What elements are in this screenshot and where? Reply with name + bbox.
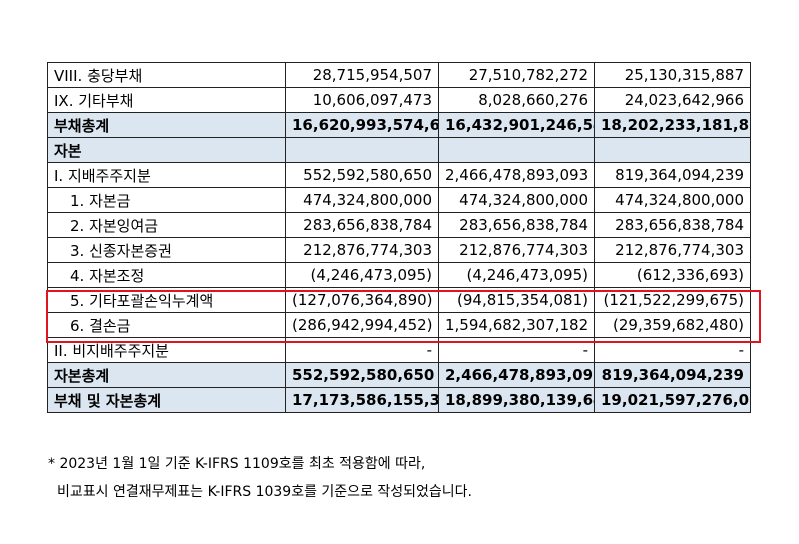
value-cell-col2: 18,899,380,139,642 <box>438 387 595 413</box>
value-cell-col2 <box>438 137 595 163</box>
row-label: 부채 및 자본총계 <box>47 387 286 413</box>
value-cell-col3: 819,364,094,239 <box>594 362 751 388</box>
row-label: 3. 신종자본증권 <box>47 237 286 263</box>
row-label: 2. 자본잉여금 <box>47 212 286 238</box>
value-cell-col2: 283,656,838,784 <box>438 212 595 238</box>
value-cell-col3: 24,023,642,966 <box>594 87 751 113</box>
table-row: 자본총계 552,592,580,650 2,466,478,893,093 819,… <box>47 362 751 388</box>
value-cell-col2: 474,324,800,000 <box>438 187 595 213</box>
table-row: 6. 결손금 (286,942,994,452) 1,594,682,307,182… <box>47 312 751 338</box>
footnote-line-1: * 2023년 1월 1일 기준 K-IFRS 1109호를 최초 적용함에 따… <box>48 456 426 472</box>
value-cell-col3: 18,202,233,181,816 <box>594 112 751 138</box>
value-cell-col3: (612,336,693) <box>594 262 751 288</box>
value-cell-col1: 552,592,580,650 <box>285 162 439 188</box>
value-cell-col1 <box>285 137 439 163</box>
row-label: 4. 자본조정 <box>47 262 286 288</box>
table-row: 4. 자본조정 (4,246,473,095) (4,246,473,095) (61… <box>47 262 751 288</box>
value-cell-col1: 17,173,586,155,349 <box>285 387 439 413</box>
value-cell-col3: 25,130,315,887 <box>594 62 751 88</box>
value-cell-col1: 28,715,954,507 <box>285 62 439 88</box>
row-label: 부채총계 <box>47 112 286 138</box>
row-label: 6. 결손금 <box>47 312 286 338</box>
table-row: VIII. 충당부채 28,715,954,507 27,510,782,272 25… <box>47 62 751 88</box>
value-cell-col1: 10,606,097,473 <box>285 87 439 113</box>
highlight-box <box>46 290 761 343</box>
value-cell-col3: 474,324,800,000 <box>594 187 751 213</box>
value-cell-col2: 2,466,478,893,093 <box>438 362 595 388</box>
value-cell-col2: 16,432,901,246,549 <box>438 112 595 138</box>
row-label: I. 지배주주지분 <box>47 162 286 188</box>
row-label: IX. 기타부채 <box>47 87 286 113</box>
value-cell-col2: (4,246,473,095) <box>438 262 595 288</box>
value-cell-col1: 212,876,774,303 <box>285 237 439 263</box>
value-cell-col1: 552,592,580,650 <box>285 362 439 388</box>
value-cell-col1: 474,324,800,000 <box>285 187 439 213</box>
value-cell-col1: (4,246,473,095) <box>285 262 439 288</box>
table-body: VIII. 충당부채 28,715,954,507 27,510,782,272 25… <box>47 62 751 413</box>
value-cell-col1: (286,942,994,452) <box>285 312 439 338</box>
value-cell-col1: 16,620,993,574,699 <box>285 112 439 138</box>
value-cell-col1: 283,656,838,784 <box>285 212 439 238</box>
table-row: 3. 신종자본증권 212,876,774,303 212,876,774,303 2… <box>47 237 751 263</box>
row-label: 자본총계 <box>47 362 286 388</box>
value-cell-col3: 212,876,774,303 <box>594 237 751 263</box>
value-cell-col2: 27,510,782,272 <box>438 62 595 88</box>
footnote-line-2: 비교표시 연결재무제표는 K-IFRS 1039호를 기준으로 작성되었습니다. <box>57 484 473 500</box>
value-cell-col2: 1,594,682,307,182 <box>438 312 595 338</box>
table-row: 부채총계16,620,993,574,69916,432,901,246,549… <box>47 112 751 138</box>
value-cell-col3 <box>594 137 751 163</box>
row-label: 1. 자본금 <box>47 187 286 213</box>
row-label: 자본 <box>47 137 286 163</box>
table-row: I. 지배주주지분 552,592,580,650 2,466,478,893,09… <box>47 162 751 188</box>
table-row: 자본 <box>47 137 751 163</box>
value-cell-col3: 819,364,094,239 <box>594 162 751 188</box>
value-cell-col2: 2,466,478,893,093 <box>438 162 595 188</box>
value-cell-col2: 8,028,660,276 <box>438 87 595 113</box>
table-row: 부채 및 자본총계17,173,586,155,34918,899,380,13… <box>47 387 751 413</box>
value-cell-col3: (29,359,682,480) <box>594 312 751 338</box>
table-row: 2. 자본잉여금 283,656,838,784 283,656,838,784 28… <box>47 212 751 238</box>
value-cell-col3: 283,656,838,784 <box>594 212 751 238</box>
value-cell-col2: 212,876,774,303 <box>438 237 595 263</box>
row-label: VIII. 충당부채 <box>47 62 286 88</box>
table-row: IX. 기타부채 10,606,097,473 8,028,660,276 24,02… <box>47 87 751 113</box>
financial-statement-table: VIII. 충당부채 28,715,954,507 27,510,782,272 25… <box>47 62 751 413</box>
table-row: 1. 자본금 474,324,800,000 474,324,800,000 474,… <box>47 187 751 213</box>
value-cell-col3: 19,021,597,276,055 <box>594 387 751 413</box>
